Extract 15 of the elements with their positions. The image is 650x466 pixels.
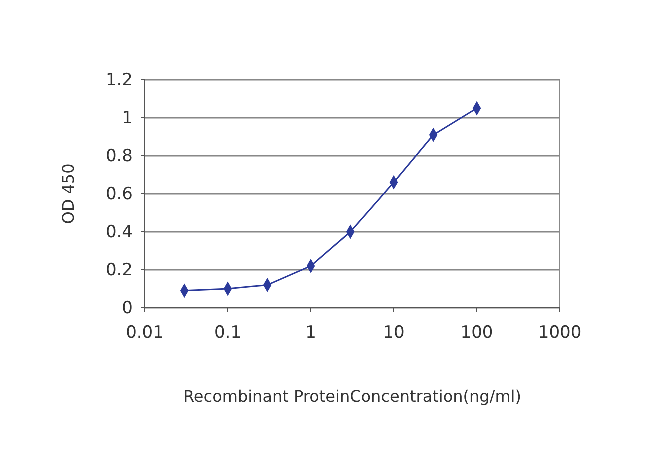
x-tick-label: 0.1	[214, 323, 242, 344]
y-axis-title: OD 450	[59, 164, 78, 224]
x-tick-label: 10	[383, 323, 405, 344]
y-tick-label: 1	[122, 108, 133, 128]
x-tick-label: 0.01	[126, 323, 164, 344]
y-tick-label: 0.8	[106, 146, 133, 166]
x-tick-label: 1	[306, 323, 316, 344]
y-tick-label: 0.4	[106, 222, 133, 242]
x-tick-label: 1000	[538, 323, 582, 344]
x-axis-title: Recombinant ProteinConcentration(ng/ml)	[184, 387, 522, 406]
y-tick-label: 1.2	[106, 70, 133, 90]
y-tick-label: 0.6	[106, 184, 133, 204]
y-tick-label: 0.2	[106, 260, 133, 280]
x-tick-label: 100	[460, 323, 494, 344]
y-tick-label: 0	[122, 298, 133, 318]
